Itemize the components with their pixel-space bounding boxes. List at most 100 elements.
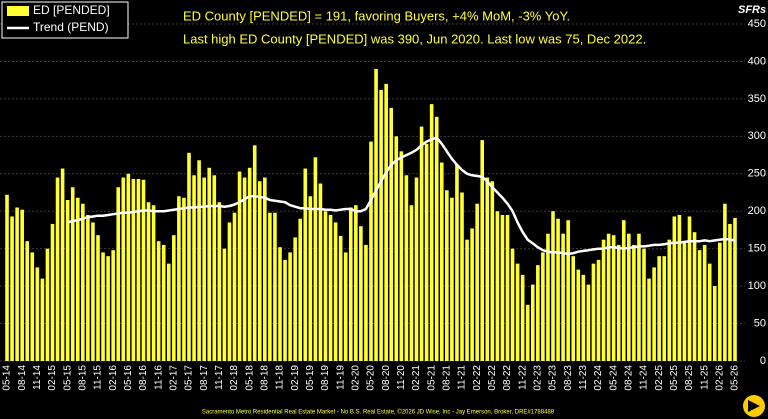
bar	[81, 203, 85, 361]
x-tick-label: 05-18	[244, 365, 255, 391]
bar	[343, 252, 348, 361]
x-tick-label: 05-17	[184, 365, 195, 391]
bar	[733, 217, 737, 361]
x-tick-label: 08-17	[199, 365, 210, 391]
y-tick-label: 0	[760, 355, 766, 367]
legend-swatch	[7, 6, 29, 16]
x-tick-label: 05-16	[123, 365, 134, 391]
bar	[55, 177, 60, 361]
x-tick-label: 05-24	[608, 365, 619, 391]
bar	[510, 248, 515, 361]
x-tick-label: 05-22	[487, 365, 498, 391]
x-tick-label: 05-23	[548, 365, 559, 391]
y-tick-label: 250	[748, 168, 766, 180]
bar	[662, 256, 667, 361]
bar	[45, 248, 50, 361]
bar	[359, 226, 363, 361]
x-tick-label: 02-24	[593, 365, 604, 391]
x-tick-label: 11-20	[396, 365, 407, 390]
x-tick-label: 02-22	[472, 365, 483, 391]
x-tick-label: 05-19	[305, 365, 316, 391]
x-tick-label: 02-21	[411, 365, 422, 391]
bar	[187, 152, 191, 361]
bar	[333, 222, 338, 361]
annotation: Last high ED County [PENDED] was 390, Ju…	[183, 31, 646, 46]
bar	[182, 197, 186, 361]
bar	[96, 235, 100, 361]
bar	[551, 211, 555, 361]
y-tick-label: 150	[748, 243, 766, 255]
bar	[450, 197, 454, 361]
bar	[621, 220, 626, 361]
bar	[389, 107, 394, 362]
bar	[283, 259, 287, 361]
bar	[91, 222, 95, 361]
x-tick-label: 02-18	[229, 365, 240, 391]
bar	[702, 244, 707, 361]
bar	[40, 278, 45, 361]
bar	[86, 214, 90, 361]
bar	[404, 175, 409, 361]
x-tick-label: 08-16	[138, 365, 149, 391]
bar	[25, 241, 30, 361]
x-tick-label: 11-23	[578, 365, 589, 390]
bar	[263, 177, 267, 361]
bar	[601, 239, 606, 361]
x-tick-label: 11-25	[699, 365, 710, 390]
bar	[455, 164, 459, 361]
bar	[556, 218, 560, 361]
bar	[657, 256, 661, 361]
bar	[116, 187, 121, 361]
bar	[328, 214, 333, 361]
bar	[596, 259, 601, 361]
bar	[222, 248, 227, 361]
bar	[571, 256, 576, 361]
bar	[490, 181, 495, 361]
y-axis-label: SFRs	[738, 4, 766, 16]
x-tick-label: 11-21	[457, 365, 468, 390]
logo-mark	[748, 400, 760, 412]
x-tick-label: 02-16	[108, 365, 119, 391]
y-tick-label: 400	[748, 55, 766, 67]
bar	[288, 252, 292, 361]
bar	[576, 269, 581, 361]
x-tick-label: 02-17	[168, 365, 179, 391]
bar	[202, 177, 206, 361]
bar	[5, 194, 9, 361]
bar	[111, 250, 115, 361]
bar	[60, 168, 65, 361]
y-tick-label: 300	[748, 130, 766, 142]
bar	[399, 151, 404, 361]
x-tick-label: 02-19	[290, 365, 301, 391]
bar	[591, 263, 596, 361]
bar	[465, 239, 469, 361]
bar	[101, 252, 105, 361]
bar	[460, 192, 464, 361]
x-tick-label: 08-25	[684, 365, 695, 391]
x-tick-label: 02-20	[350, 365, 361, 391]
plot-area: 0 50 100 150 200 250 300 350 400 450 05-14 08-14 11-…	[0, 18, 766, 391]
x-tick-label: 05-21	[426, 365, 437, 391]
bar	[207, 167, 212, 361]
bar	[566, 220, 570, 361]
bar	[627, 233, 631, 361]
y-tick-label: 450	[748, 18, 766, 30]
x-tick-label: 08-23	[563, 365, 574, 391]
bar	[308, 196, 313, 361]
y-tick-label: 50	[754, 317, 766, 329]
bar	[192, 175, 196, 361]
bar	[652, 267, 656, 361]
bar	[35, 267, 40, 361]
bar	[75, 197, 80, 361]
bar	[278, 247, 282, 361]
bar	[131, 179, 136, 361]
bar	[637, 233, 641, 361]
annotation: ED County [PENDED] = 191, favoring Buyer…	[183, 8, 570, 23]
bar	[227, 222, 232, 361]
bar	[470, 228, 474, 361]
bar	[318, 183, 323, 361]
x-tick-label: 05-20	[366, 365, 377, 391]
x-tick-label: 08-22	[502, 365, 513, 391]
bar	[303, 168, 308, 361]
